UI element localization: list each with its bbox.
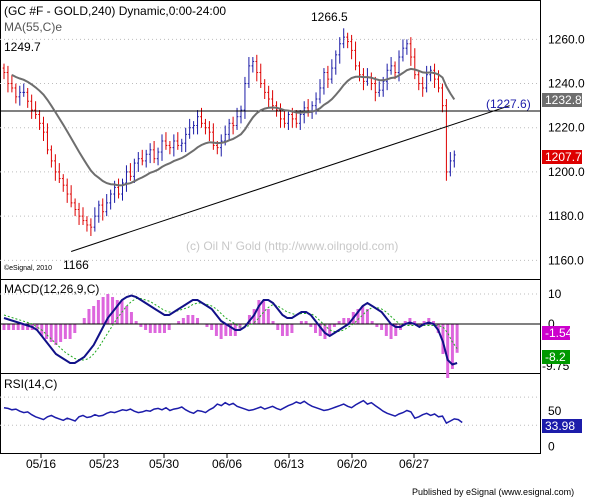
last-price-badge: 1207.7	[542, 150, 582, 164]
price-tick-label: 1180.0	[548, 209, 584, 223]
rsi-legend: RSI(14,C)	[4, 377, 57, 391]
x-axis-label: 06/27	[399, 457, 429, 471]
price-tick-label: 1200.0	[548, 165, 585, 179]
rsi-panel-frame	[0, 373, 541, 454]
price-axis-ticks: 1260.0 1240.0 1220.0 1200.0 1180.0 1160.0	[548, 32, 585, 267]
x-axis-label: 06/13	[274, 457, 304, 471]
x-axis-label: 05/16	[26, 457, 56, 471]
x-axis-label: 05/23	[89, 457, 119, 471]
macd-tick-label: 10	[548, 287, 562, 301]
low-label: 1166	[63, 258, 89, 272]
ma-value-text: 1232.8	[545, 93, 582, 107]
rsi-value-badge: 33.98	[542, 419, 582, 433]
rsi-axis-ticks: 50 0	[548, 404, 562, 453]
x-axis-labels: 05/16 05/23 05/30 06/06 06/13 06/20 06/27	[26, 454, 429, 471]
macd-tick-label: 0	[548, 317, 555, 331]
price-tick-label: 1260.0	[548, 32, 585, 46]
macd-value-text: -1.54	[545, 326, 573, 340]
copyright-label: ©eSignal, 2010	[4, 264, 52, 272]
left-peak-label: 1249.7	[4, 40, 41, 54]
price-tick-label: 1220.0	[548, 121, 585, 135]
macd-axis-ticks: 10 0	[548, 287, 562, 331]
price-tick-label: 1160.0	[548, 253, 584, 267]
x-axis-label: 06/06	[212, 457, 242, 471]
footer-credit: Published by eSignal (www.esignal.com)	[412, 487, 574, 497]
ma-value-badge: 1232.8	[542, 93, 582, 107]
macd-value-badge: -1.54	[542, 326, 573, 340]
level-label: (1227.6)	[486, 97, 531, 111]
ma-legend: MA(55,C)e	[4, 20, 62, 34]
x-axis-label: 05/30	[149, 457, 179, 471]
macd-line	[3, 294, 458, 366]
high-label: 1266.5	[311, 10, 348, 24]
macd-panel-frame	[0, 279, 541, 374]
rsi-tick-label: 0	[548, 439, 555, 453]
rsi-tick-label: 50	[548, 404, 562, 418]
price-tick-label: 1240.0	[548, 77, 585, 91]
macd-legend: MACD(12,26,9,C)	[4, 282, 99, 296]
last-price-text: 1207.7	[545, 150, 582, 164]
rsi-value-text: 33.98	[545, 419, 575, 433]
x-axis-label: 06/20	[337, 457, 367, 471]
price-panel-frame	[0, 0, 541, 280]
panel-frames	[0, 0, 541, 454]
chart-title: (GC #F - GOLD,240) Dynamic,0:00-24:00	[4, 4, 226, 18]
watermark: (c) Oil N' Gold (http://www.oilngold.com…	[186, 239, 398, 253]
trendline	[70, 105, 510, 252]
rsi-line	[3, 399, 463, 425]
signal-value-text: -8.2	[545, 350, 566, 364]
signal-value-badge: -8.2	[542, 350, 570, 364]
moving-average-line	[11, 67, 456, 187]
